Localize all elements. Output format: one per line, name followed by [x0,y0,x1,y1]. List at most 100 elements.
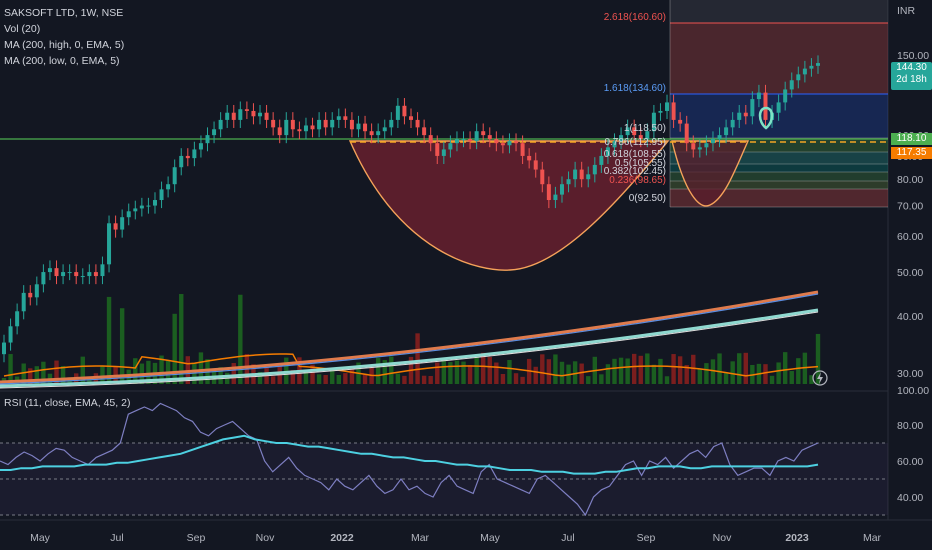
candle-body [231,112,236,120]
volume-bar [198,352,204,384]
volume-bar [290,370,296,384]
bar-countdown: 2d 18h [896,74,927,85]
candle-body [540,169,545,185]
volume-bar [461,361,466,384]
volume-bar [520,376,525,384]
candle-body [796,74,801,81]
candle-body [47,268,52,273]
volume-bar [323,375,328,384]
volume-bar [362,374,368,384]
current-price-value: 144.30 [896,62,927,73]
price-tick-label: 50.00 [897,267,923,279]
volume-bar [540,354,545,384]
volume-ma-line [3,353,819,377]
candle-body [41,272,46,285]
volume-bar [41,361,46,384]
candle-body [494,139,499,144]
candle-body [290,119,295,130]
volume-bar [270,376,276,384]
time-axis-label: Mar [863,532,882,544]
candle-body [244,109,249,111]
candle-body [599,155,604,165]
candle-body [126,211,131,218]
volume-bar [316,374,322,384]
time-axis-label: May [30,532,51,544]
volume-bar [815,333,821,384]
candle-body [80,276,85,278]
volume-bar [428,375,433,384]
candle-body [730,119,735,128]
candle-body [139,205,144,209]
volume-bar [494,362,499,384]
candle-body [468,139,473,142]
volume-bar [697,369,703,384]
volume-bar [54,360,59,384]
candle-body [74,272,79,277]
volume-bar [625,358,630,384]
symbol-title: SAKSOFT LTD, 1W, NSE [4,7,124,19]
volume-bar [513,373,519,384]
candle-body [658,110,663,113]
volume-bar [179,294,184,384]
candle-body [612,141,617,148]
candle-body [166,184,171,190]
candle-body [382,127,387,132]
rsi-tick-label: 80.00 [897,420,923,432]
volume-bar [645,353,650,384]
candle-body [619,135,624,142]
candle-body [28,292,33,298]
time-axis-label: Jul [561,532,574,544]
volume-bar [284,357,289,384]
fib-retracement-band [670,189,888,207]
candle-body [185,155,190,159]
candle-body [533,160,538,170]
fib-extension-zone-upper [670,23,888,94]
candle-body [435,143,440,156]
candle-body [113,223,118,230]
ma-low-indicator-label: MA (200, low, 0, EMA, 5) [4,55,120,67]
candle-body [172,167,177,185]
candle-body [750,99,755,117]
candle-body [514,141,519,144]
candle-body [284,119,289,136]
volume-bar [782,352,788,384]
price-tick-label: 70.00 [897,201,923,213]
candle-body [323,119,328,128]
candle-body [179,155,184,168]
resistance-price-tag: 118.10 [891,133,932,145]
volume-bar [612,358,617,384]
fib-level-label: 0.236(98.65) [609,175,666,186]
candle-body [369,131,374,136]
volume-bar [369,364,374,384]
candle-body [428,135,433,144]
candle-body [454,139,459,144]
volume-bar [100,366,105,384]
candle-body [625,127,630,136]
candle-body [2,342,6,355]
volume-bar [87,377,92,384]
currency-label: INR [897,5,916,17]
candle-body [192,149,197,159]
volume-bar [737,353,742,384]
volume-bar [382,360,387,384]
candle-body [638,135,643,140]
volume-bar [375,357,381,384]
candle-body [376,131,381,136]
time-axis-label: 2023 [785,532,809,544]
candle-body [21,292,26,312]
volume-bar [671,354,676,384]
volume-bar [474,356,479,384]
price-tick-label: 40.00 [897,311,923,323]
candle-body [258,112,263,117]
candle-body [671,102,676,120]
volume-bar [8,354,13,384]
candle-body [507,141,512,146]
fib-level-label: 1(118.50) [624,123,666,134]
volume-bar [559,361,565,384]
current-price-tag: 144.30 2d 18h [891,62,932,90]
candle-body [559,184,564,195]
fib-extension-zone-top [670,0,888,23]
volume-bar [349,366,355,384]
candle-body [481,131,486,136]
